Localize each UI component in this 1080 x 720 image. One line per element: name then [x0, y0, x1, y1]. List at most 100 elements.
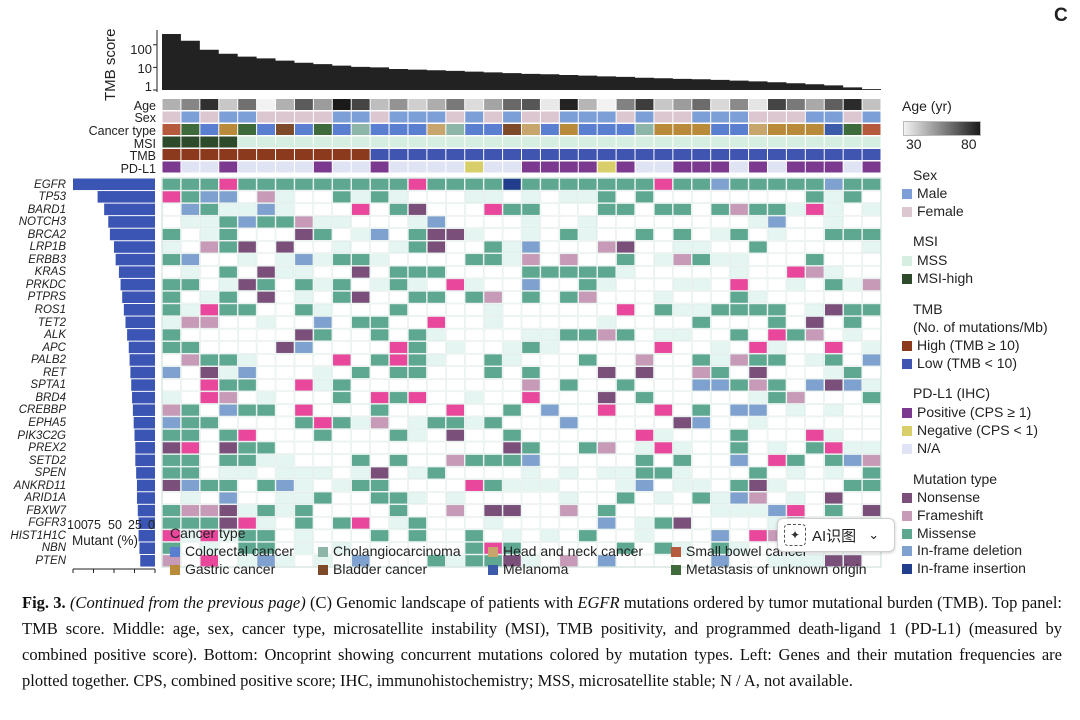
- onco-cell-TP53-13: [389, 190, 408, 203]
- onco-cell-EPHA5-2: [181, 416, 200, 429]
- onco-cell-ROS1-1: [162, 303, 181, 316]
- track-sex-cell-28: [673, 111, 692, 123]
- onco-cell-ARID1A-33: [767, 492, 787, 505]
- onco-cell-FBXW7-26: [635, 504, 654, 517]
- onco-cell-PTEN-5: [237, 554, 257, 567]
- gene-label-kras: KRAS: [34, 266, 66, 279]
- ai-image-recognition-button[interactable]: ✦ AI识图 ⌄: [777, 518, 895, 552]
- tmb-bar-patient-10: [332, 66, 351, 90]
- onco-cell-CREBBP-18: [483, 404, 503, 417]
- onco-cell-LRP1B-33: [767, 241, 787, 254]
- track-tmb-cell-28: [673, 149, 692, 160]
- onco-cell-PREX2-9: [313, 441, 333, 454]
- onco-cell-RET-21: [540, 366, 560, 379]
- onco-cell-ROS1-5: [237, 303, 257, 316]
- onco-cell-BRCA2-23: [578, 228, 597, 241]
- legend-tmb-high: High (TMB ≥ 10): [902, 337, 1020, 353]
- onco-cell-ALK-13: [389, 328, 408, 341]
- onco-cell-ANKRD11-13: [389, 479, 408, 492]
- onco-cell-NBN-11: [351, 542, 370, 555]
- onco-cell-BRD4-19: [502, 391, 522, 404]
- onco-cell-ARID1A-20: [521, 492, 541, 505]
- sparkle-icon: ✦: [784, 524, 806, 546]
- onco-cell-SETD2-22: [559, 454, 579, 467]
- onco-cell-EGFR-26: [635, 178, 654, 191]
- onco-cell-BRD4-17: [464, 391, 484, 404]
- onco-cell-APC-1: [162, 341, 181, 354]
- tmb-low-swatch: [902, 359, 912, 369]
- onco-cell-EPHA5-29: [692, 416, 711, 429]
- onco-cell-ROS1-3: [200, 303, 219, 316]
- onco-cell-PREX2-4: [219, 441, 238, 454]
- onco-cell-PREX2-27: [654, 441, 673, 454]
- onco-cell-BRCA2-30: [710, 228, 730, 241]
- tmb-bar-patient-1: [162, 34, 181, 90]
- onco-cell-TET2-26: [635, 316, 654, 329]
- onco-cell-SPTA1-33: [767, 379, 787, 392]
- onco-cell-ARID1A-23: [578, 492, 597, 505]
- onco-cell-RET-34: [786, 366, 806, 379]
- track-pdl1-cell-19: [503, 161, 521, 173]
- track-cancer-cell-28: [673, 124, 692, 135]
- onco-cell-EGFR-28: [673, 178, 692, 191]
- onco-cell-SPEN-36: [824, 466, 843, 479]
- legend-mut-frameshift: Frameshift: [902, 507, 983, 523]
- onco-cell-PIK3C2G-9: [313, 429, 333, 442]
- track-cancer-cell-8: [294, 124, 313, 135]
- onco-cell-ALK-15: [427, 328, 446, 341]
- track-age-cell-33: [767, 99, 786, 110]
- onco-cell-BARD1-36: [824, 203, 843, 216]
- legend-cancer-cholangio: Cholangiocarcinoma: [318, 543, 461, 559]
- legend-tmb-low: Low (TMB < 10): [902, 355, 1017, 371]
- onco-cell-ALK-3: [200, 328, 219, 341]
- onco-cell-EGFR-16: [446, 178, 465, 191]
- track-pdl1-cell-17: [465, 161, 484, 173]
- onco-cell-TP53-21: [540, 190, 560, 203]
- onco-cell-BRCA2-12: [370, 228, 389, 241]
- onco-cell-PREX2-19: [502, 441, 522, 454]
- onco-cell-PRKDC-5: [237, 278, 257, 291]
- onco-cell-SETD2-23: [578, 454, 597, 467]
- track-cancer-cell-11: [351, 124, 370, 135]
- onco-cell-TET2-23: [578, 316, 597, 329]
- legend-cancer-melanoma: Melanoma: [488, 561, 568, 577]
- track-sex-cell-29: [692, 111, 711, 123]
- onco-cell-RET-13: [389, 366, 408, 379]
- onco-cell-PTPRS-10: [332, 291, 351, 304]
- onco-cell-SPTA1-38: [862, 379, 881, 392]
- track-tmb-cell-10: [332, 149, 351, 160]
- onco-cell-ERBB3-31: [729, 253, 749, 266]
- tmb-bar-patient-16: [446, 71, 465, 90]
- onco-cell-PRKDC-32: [748, 278, 768, 291]
- onco-cell-NBN-27: [654, 542, 673, 555]
- track-pdl1-cell-4: [219, 161, 238, 173]
- onco-cell-NOTCH3-36: [824, 215, 843, 228]
- onco-cell-BRD4-34: [786, 391, 806, 404]
- gene-label-alk: ALK: [44, 329, 66, 342]
- onco-cell-SPTA1-29: [692, 379, 711, 392]
- tmb-bar-patient-38: [862, 89, 881, 90]
- onco-cell-ANKRD11-25: [616, 479, 635, 492]
- onco-cell-ERBB3-13: [389, 253, 408, 266]
- onco-cell-LRP1B-16: [446, 241, 465, 254]
- track-pdl1-cell-26: [635, 161, 654, 173]
- track-age-cell-18: [484, 99, 503, 110]
- onco-cell-ALK-17: [464, 328, 484, 341]
- onco-cell-PALB2-36: [824, 353, 843, 367]
- onco-cell-ANKRD11-16: [446, 479, 465, 492]
- onco-cell-PALB2-16: [446, 353, 465, 367]
- onco-cell-ANKRD11-37: [843, 479, 862, 492]
- onco-cell-BRD4-9: [313, 391, 333, 404]
- onco-cell-SPEN-5: [237, 466, 257, 479]
- track-sex-cell-18: [484, 111, 503, 123]
- onco-cell-TP53-6: [256, 190, 276, 203]
- onco-cell-SPEN-4: [219, 466, 238, 479]
- onco-cell-ALK-30: [710, 328, 730, 341]
- onco-cell-SETD2-25: [616, 454, 635, 467]
- track-msi-cell-24: [597, 136, 616, 148]
- onco-cell-ERBB3-19: [502, 253, 522, 266]
- onco-cell-SPEN-32: [748, 466, 768, 479]
- track-msi-cell-6: [257, 136, 276, 148]
- onco-cell-TP53-19: [502, 190, 522, 203]
- track-pdl1-cell-15: [427, 161, 446, 173]
